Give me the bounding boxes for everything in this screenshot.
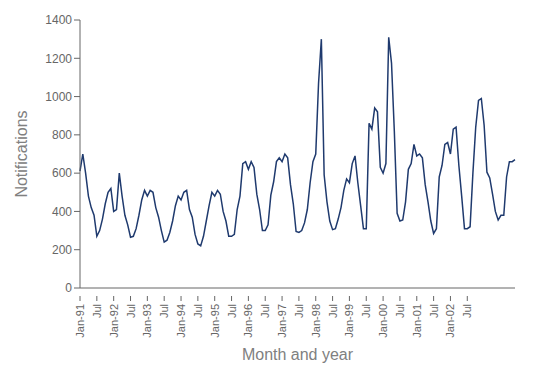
svg-text:Jul: Jul xyxy=(293,304,305,318)
svg-text:1400: 1400 xyxy=(45,13,72,27)
svg-text:0: 0 xyxy=(65,281,72,295)
svg-text:Jan-94: Jan-94 xyxy=(175,304,187,338)
svg-text:Jan-01: Jan-01 xyxy=(411,304,423,338)
svg-text:400: 400 xyxy=(52,205,72,219)
svg-text:Notifications: Notifications xyxy=(13,110,30,197)
svg-text:Jan-97: Jan-97 xyxy=(276,304,288,338)
svg-text:Jul: Jul xyxy=(461,304,473,318)
svg-text:Jan-95: Jan-95 xyxy=(209,304,221,338)
svg-text:Jul: Jul xyxy=(226,304,238,318)
svg-text:Jan-96: Jan-96 xyxy=(242,304,254,338)
svg-text:Jul: Jul xyxy=(125,304,137,318)
svg-text:1200: 1200 xyxy=(45,52,72,66)
svg-text:200: 200 xyxy=(52,243,72,257)
svg-text:Jan-92: Jan-92 xyxy=(108,304,120,338)
svg-text:Jul: Jul xyxy=(158,304,170,318)
svg-text:Jan-93: Jan-93 xyxy=(141,304,153,338)
svg-text:Jul: Jul xyxy=(91,304,103,318)
svg-text:600: 600 xyxy=(52,166,72,180)
svg-text:Jul: Jul xyxy=(360,304,372,318)
svg-text:Jul: Jul xyxy=(428,304,440,318)
svg-text:Jan-99: Jan-99 xyxy=(343,304,355,338)
svg-text:Jul: Jul xyxy=(259,304,271,318)
svg-text:Jul: Jul xyxy=(327,304,339,318)
svg-text:Jul: Jul xyxy=(394,304,406,318)
svg-text:Jan-98: Jan-98 xyxy=(310,304,322,338)
svg-text:1000: 1000 xyxy=(45,90,72,104)
svg-text:Jul: Jul xyxy=(192,304,204,318)
svg-text:800: 800 xyxy=(52,128,72,142)
svg-text:Month and year: Month and year xyxy=(242,346,354,363)
svg-text:Jan-00: Jan-00 xyxy=(377,304,389,338)
svg-text:Jan-91: Jan-91 xyxy=(74,304,86,338)
svg-text:Jan-02: Jan-02 xyxy=(444,304,456,338)
